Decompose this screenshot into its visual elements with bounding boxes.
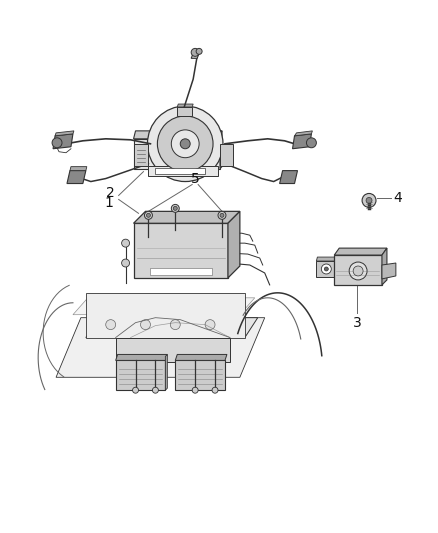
Circle shape — [52, 138, 62, 148]
Polygon shape — [55, 131, 74, 136]
Circle shape — [152, 387, 159, 393]
Circle shape — [148, 106, 223, 182]
Text: 2: 2 — [106, 187, 115, 200]
Circle shape — [353, 266, 363, 276]
Circle shape — [170, 320, 180, 329]
Polygon shape — [334, 255, 382, 285]
Polygon shape — [294, 131, 312, 136]
Circle shape — [157, 116, 213, 172]
Polygon shape — [177, 104, 193, 107]
Polygon shape — [134, 212, 240, 223]
Circle shape — [133, 387, 138, 393]
Circle shape — [220, 213, 224, 217]
Polygon shape — [67, 171, 86, 183]
Polygon shape — [191, 53, 199, 58]
Circle shape — [192, 387, 198, 393]
Circle shape — [362, 193, 376, 207]
Circle shape — [205, 320, 215, 329]
Polygon shape — [116, 337, 230, 362]
Polygon shape — [53, 134, 73, 149]
Polygon shape — [316, 261, 337, 277]
Circle shape — [191, 49, 199, 56]
Polygon shape — [134, 223, 228, 278]
Circle shape — [212, 387, 218, 393]
Polygon shape — [148, 166, 218, 175]
Polygon shape — [175, 360, 225, 390]
Text: 4: 4 — [393, 191, 402, 205]
Circle shape — [196, 49, 202, 54]
Polygon shape — [279, 171, 297, 183]
Circle shape — [122, 259, 130, 267]
Polygon shape — [382, 263, 396, 279]
Circle shape — [171, 130, 199, 158]
Polygon shape — [155, 168, 205, 174]
Polygon shape — [150, 268, 212, 275]
Polygon shape — [86, 318, 258, 337]
Polygon shape — [228, 212, 240, 278]
Polygon shape — [316, 257, 338, 261]
Polygon shape — [73, 298, 255, 314]
Text: 1: 1 — [104, 196, 113, 211]
Circle shape — [141, 320, 150, 329]
Polygon shape — [334, 248, 387, 255]
Circle shape — [122, 239, 130, 247]
Polygon shape — [134, 139, 220, 168]
Circle shape — [171, 204, 179, 212]
Circle shape — [218, 212, 226, 219]
Circle shape — [145, 212, 152, 219]
Circle shape — [324, 267, 328, 271]
Circle shape — [146, 213, 150, 217]
Polygon shape — [134, 144, 148, 166]
Polygon shape — [175, 354, 227, 360]
Text: 3: 3 — [353, 316, 361, 329]
Circle shape — [173, 206, 177, 211]
Circle shape — [366, 197, 372, 204]
Polygon shape — [220, 144, 233, 166]
Polygon shape — [220, 131, 222, 168]
Text: 5: 5 — [191, 172, 200, 185]
Circle shape — [321, 264, 331, 274]
Polygon shape — [293, 134, 311, 149]
Circle shape — [307, 138, 316, 148]
Polygon shape — [177, 107, 192, 116]
Polygon shape — [86, 293, 245, 337]
Polygon shape — [165, 354, 167, 390]
Polygon shape — [382, 248, 387, 285]
Polygon shape — [116, 354, 167, 360]
Circle shape — [349, 262, 367, 280]
Polygon shape — [116, 360, 165, 390]
Polygon shape — [134, 131, 222, 139]
Circle shape — [180, 139, 190, 149]
Polygon shape — [70, 167, 87, 171]
Circle shape — [106, 320, 116, 329]
Polygon shape — [56, 318, 265, 377]
